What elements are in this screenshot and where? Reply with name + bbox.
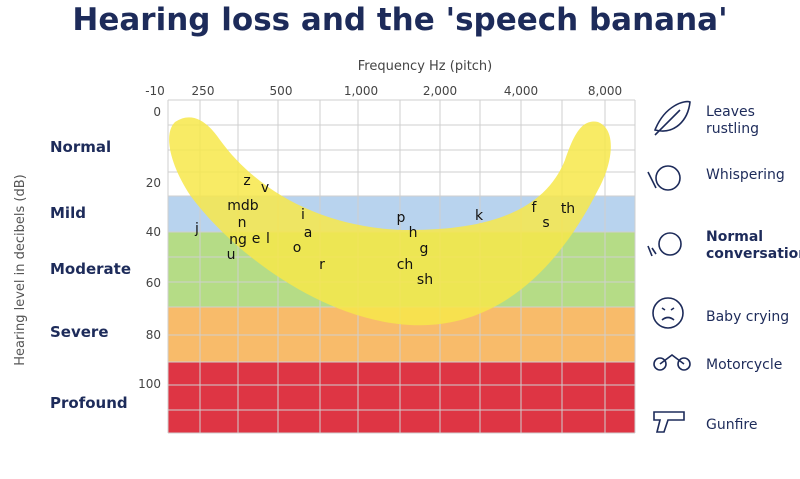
phoneme: sh [417, 272, 433, 288]
phoneme: th [561, 201, 575, 217]
y-tick-label: 40 [146, 225, 161, 239]
phoneme: g [420, 241, 429, 257]
phoneme: ch [397, 257, 414, 273]
y-axis-label: Hearing level in decibels (dB) [13, 174, 28, 365]
phoneme: mdb [227, 198, 259, 214]
phoneme: o [293, 240, 302, 256]
level-label: Moderate [50, 260, 131, 278]
y-tick-label: 80 [146, 328, 161, 342]
phoneme: e [252, 231, 261, 247]
speech-banana [169, 117, 611, 326]
x-tick-label: 4,000 [504, 84, 538, 98]
x-axis-label: Frequency Hz (pitch) [358, 59, 493, 74]
x-tick-label: 2,000 [423, 84, 457, 98]
x-tick-label: -10 [145, 84, 165, 98]
y-tick-label: 20 [146, 176, 161, 190]
phoneme: k [475, 208, 484, 224]
phoneme: a [304, 225, 313, 241]
x-tick-label: 8,000 [588, 84, 622, 98]
phoneme: l [266, 231, 270, 247]
example-label: Gunfire [706, 417, 758, 433]
example-label: Normal conversation [706, 229, 800, 262]
phoneme: z [243, 173, 250, 189]
example-label: Baby crying [706, 309, 790, 325]
phoneme: i [301, 207, 305, 223]
example-label: Motorcycle [706, 357, 783, 373]
phoneme: p [397, 210, 406, 226]
phoneme: v [261, 180, 269, 196]
example-label: Leaves rustling [706, 104, 759, 137]
x-tick-label: 250 [192, 84, 215, 98]
level-label: Severe [50, 323, 109, 341]
title: Hearing loss and the 'speech banana' [72, 2, 728, 38]
phoneme: j [194, 221, 199, 237]
phoneme: s [542, 215, 549, 231]
y-tick-label: 0 [153, 105, 161, 119]
y-tick-label: 100 [138, 377, 161, 391]
y-tick-label: 60 [146, 276, 161, 290]
phoneme: n [238, 215, 247, 231]
phoneme: h [409, 225, 418, 241]
level-label: Mild [50, 204, 86, 222]
phoneme: ng [229, 232, 247, 248]
level-label: Profound [50, 394, 128, 412]
x-tick-label: 1,000 [344, 84, 378, 98]
x-tick-label: 500 [270, 84, 293, 98]
level-label: Normal [50, 138, 111, 156]
example-label: Whispering [706, 167, 785, 183]
phoneme: r [319, 257, 325, 273]
phoneme: f [532, 200, 538, 216]
phoneme: u [227, 247, 236, 263]
